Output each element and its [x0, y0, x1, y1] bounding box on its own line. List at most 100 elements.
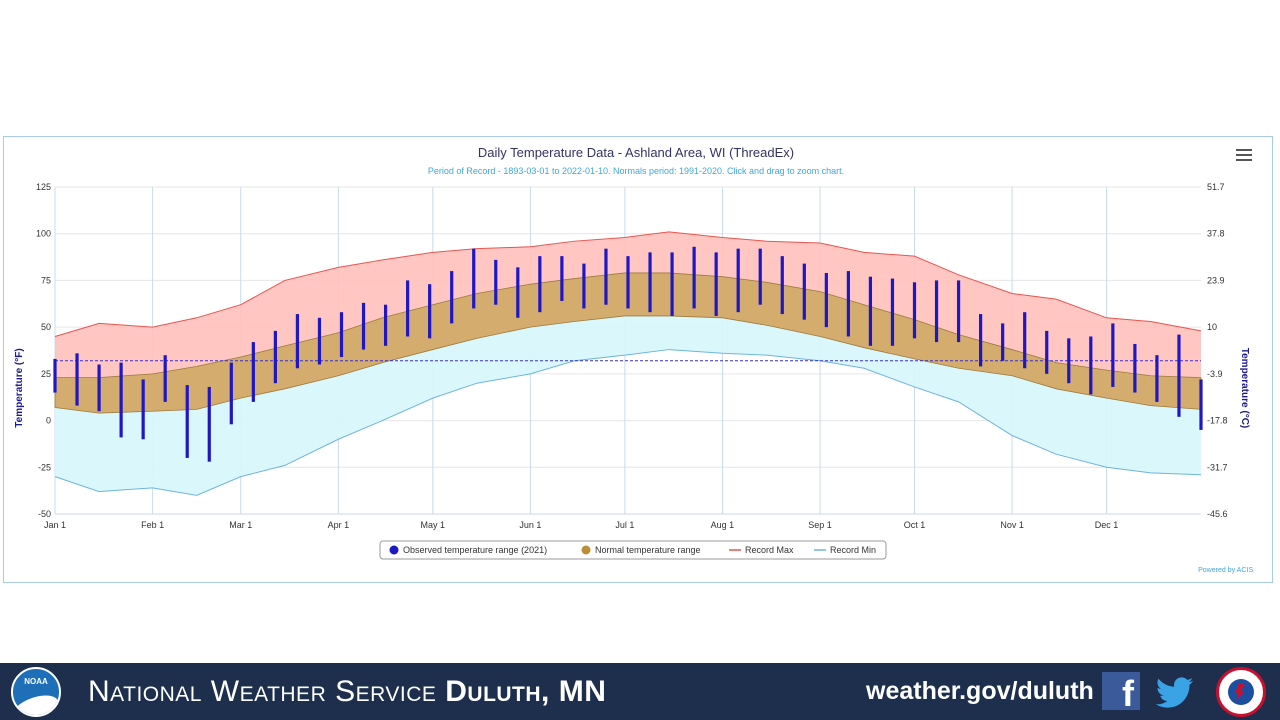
- hamburger-icon-bar: [1236, 159, 1252, 161]
- legend-item-record-min[interactable]: Record Min: [814, 545, 876, 555]
- observed-bar: [472, 248, 476, 309]
- legend-item-normal[interactable]: Normal temperature range: [581, 545, 701, 555]
- legend: Observed temperature range (2021) Normal…: [379, 540, 887, 560]
- observed-bar: [868, 276, 873, 346]
- observed-bar: [428, 284, 432, 339]
- twitter-icon[interactable]: [1155, 673, 1195, 711]
- y-tick-label-left: 100: [36, 229, 51, 239]
- observed-bar: [163, 355, 167, 402]
- observed-bar: [736, 248, 740, 313]
- observed-bar: [317, 317, 322, 365]
- observed-bar: [141, 379, 145, 440]
- observed-bar: [361, 302, 366, 350]
- chart-subtitle: Period of Record - 1893-03-01 to 2022-01…: [428, 166, 844, 176]
- observed-bar: [934, 280, 939, 343]
- record-min-area: [55, 315, 1201, 496]
- x-tick-label: Mar 1: [229, 520, 252, 530]
- facebook-icon[interactable]: f: [1102, 672, 1140, 712]
- observed-bar: [1023, 312, 1027, 369]
- observed-bar: [185, 385, 189, 458]
- observed-bar: [560, 256, 564, 301]
- observed-bar: [582, 263, 586, 309]
- observed-bar: [1133, 343, 1137, 393]
- observed-bar: [339, 312, 344, 358]
- observed-bar: [1155, 355, 1159, 402]
- y-tick-label-left: 0: [46, 416, 51, 426]
- legend-label-record-min: Record Min: [830, 545, 876, 555]
- y-tick-label-left: 50: [41, 322, 51, 332]
- legend-item-record-max[interactable]: Record Max: [729, 545, 794, 555]
- observed-bar: [251, 342, 255, 402]
- record-min-line: [54, 349, 1202, 496]
- y-tick-label-left: 125: [36, 182, 51, 192]
- observed-bar: [516, 267, 520, 318]
- x-tick-label: Oct 1: [904, 520, 926, 530]
- observed-bar: [75, 353, 79, 406]
- plot-area[interactable]: -50 -25 0 25 50 75 100 125 -45.6 -31.7 -17.8 -3.9 10…: [36, 182, 1228, 530]
- observed-bar: [1199, 379, 1203, 430]
- y-tick-label-right: 51.7: [1207, 182, 1225, 192]
- noaa-logo-text: NOAA: [24, 677, 48, 686]
- observed-bar: [979, 314, 983, 367]
- observed-bar: [780, 256, 784, 315]
- record-max-area: [55, 231, 1201, 378]
- observed-bar: [1045, 330, 1049, 374]
- office-name: Duluth, MN: [445, 675, 607, 708]
- observed-bar: [1001, 323, 1005, 361]
- hamburger-icon: [1236, 149, 1252, 151]
- x-tick-label: Apr 1: [328, 520, 350, 530]
- legend-label-observed: Observed temperature range (2021): [403, 545, 547, 555]
- y-axis-title-left: Temperature (°F): [14, 348, 25, 427]
- legend-label-record-max: Record Max: [745, 545, 794, 555]
- observed-bar: [1111, 323, 1115, 387]
- observed-bar: [295, 314, 300, 369]
- nws-logo: [1216, 667, 1266, 717]
- legend-box: [379, 540, 887, 560]
- observed-bar: [1177, 334, 1181, 417]
- observed-bar: [538, 256, 542, 313]
- credits-link[interactable]: Powered by ACIS: [1198, 567, 1253, 574]
- website-url[interactable]: weather.gov/duluth: [866, 677, 1094, 705]
- y-tick-label-left: -25: [38, 462, 51, 472]
- y-tick-label-left: 75: [41, 275, 51, 285]
- y-axis-title-right: Temperature (°C): [1239, 348, 1250, 429]
- observed-bar: [207, 386, 211, 462]
- observed-bar: [670, 252, 674, 316]
- observed-bar: [912, 282, 917, 339]
- y-tick-label-right: 10: [1207, 322, 1217, 332]
- x-tick-label: Feb 1: [141, 520, 164, 530]
- y-tick-label-right: -31.7: [1207, 462, 1228, 472]
- legend-symbol-observed: [389, 545, 399, 555]
- record-max-line: [54, 231, 1202, 337]
- noaa-bird-icon: [13, 692, 59, 715]
- legend-symbol-normal: [581, 545, 591, 555]
- legend-item-observed[interactable]: Observed temperature range (2021): [389, 545, 548, 555]
- x-tick-label: May 1: [421, 520, 446, 530]
- x-tick-label: Nov 1: [1000, 520, 1024, 530]
- observed-bar: [626, 256, 630, 309]
- observed-bar: [229, 362, 233, 425]
- observed-bar: [119, 362, 123, 438]
- observed-bar: [97, 364, 101, 412]
- observed-bar: [692, 246, 696, 309]
- chart-svg: Daily Temperature Data - Ashland Area, W…: [14, 145, 1253, 574]
- y-tick-label-left: -50: [38, 509, 51, 519]
- legend-label-normal: Normal temperature range: [595, 545, 701, 555]
- lightning-bolt-icon: [1235, 683, 1245, 701]
- observed-bar: [956, 280, 961, 343]
- chart-menu-button[interactable]: [1232, 146, 1256, 166]
- chart-title: Daily Temperature Data - Ashland Area, W…: [478, 145, 794, 160]
- y-tick-label-left: 25: [41, 369, 51, 379]
- observed-bar: [714, 252, 718, 316]
- x-tick-label: Aug 1: [711, 520, 735, 530]
- agency-prefix: National Weather Service: [88, 675, 437, 708]
- observed-bar: [824, 272, 828, 328]
- y-tick-label-right: 23.9: [1207, 275, 1225, 285]
- x-tick-label: Sep 1: [808, 520, 832, 530]
- footer-banner: NOAA National Weather Service Duluth, MN…: [0, 663, 1280, 720]
- observed-bar: [383, 304, 388, 346]
- observed-bar: [494, 259, 498, 305]
- observed-bar: [802, 263, 806, 320]
- chart-container: Daily Temperature Data - Ashland Area, W…: [3, 136, 1273, 583]
- x-tick-label: Dec 1: [1095, 520, 1119, 530]
